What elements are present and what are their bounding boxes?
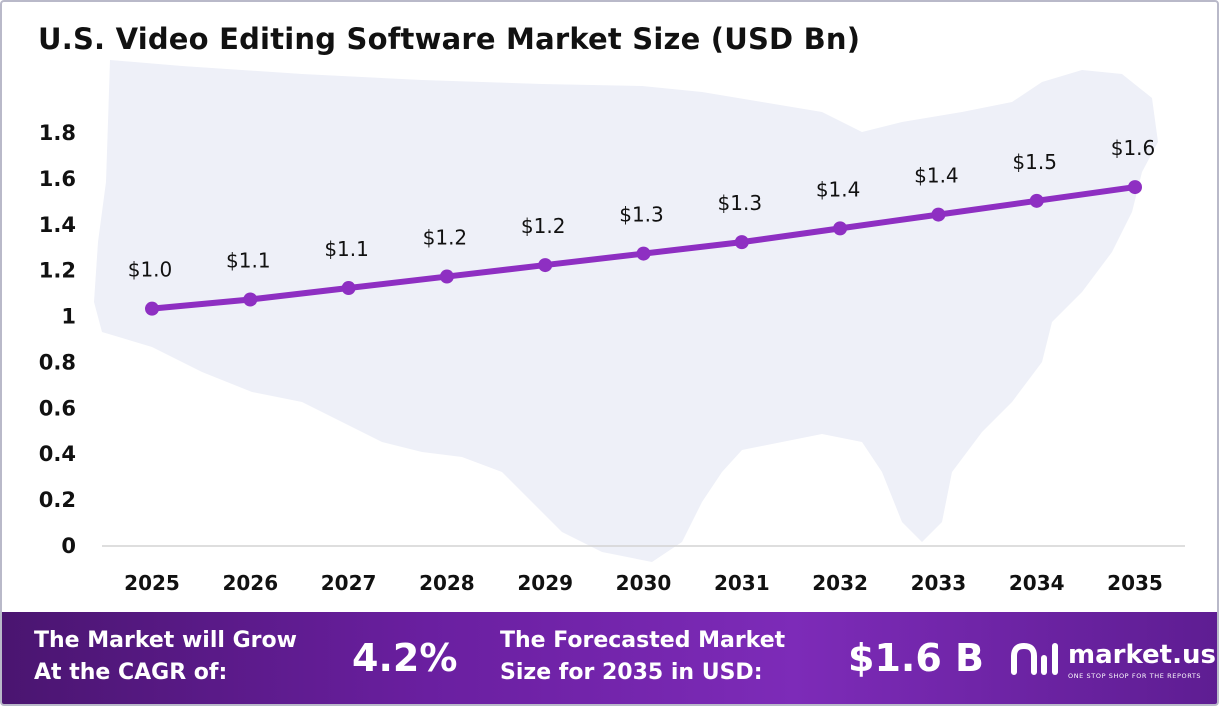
summary-footer: The Market will Grow At the CAGR of: 4.2… xyxy=(2,612,1217,704)
market-us-logo[interactable]: market.us ONE STOP SHOP FOR THE REPORTS xyxy=(1008,636,1216,686)
logo-name: market.us xyxy=(1068,640,1216,670)
data-points xyxy=(145,180,1142,316)
data-point xyxy=(833,221,848,236)
data-label: $1.3 xyxy=(718,191,763,215)
data-point xyxy=(243,292,258,307)
x-tick-label: 2030 xyxy=(616,571,672,595)
forecast-label-line2: Size for 2035 in USD: xyxy=(500,660,763,685)
data-label: $1.1 xyxy=(324,237,369,261)
data-label: $1.3 xyxy=(619,203,664,227)
data-point xyxy=(1029,193,1044,208)
y-tick-label: 1.6 xyxy=(39,167,76,191)
cagr-label-line1: The Market will Grow xyxy=(34,628,297,653)
y-tick-label: 1.2 xyxy=(39,259,76,283)
x-tick-label: 2035 xyxy=(1107,571,1163,595)
data-label: $1.6 xyxy=(1111,136,1156,160)
data-label: $1.5 xyxy=(1012,150,1057,174)
y-tick-label: 0.4 xyxy=(39,442,76,466)
forecast-value: $1.6 B xyxy=(848,636,984,680)
data-point xyxy=(734,235,749,250)
cagr-value: 4.2% xyxy=(352,636,458,680)
y-tick-label: 0.6 xyxy=(39,396,76,420)
x-tick-label: 2031 xyxy=(714,571,770,595)
chart-title: U.S. Video Editing Software Market Size … xyxy=(38,22,861,56)
forecast-label-line1: The Forecasted Market xyxy=(500,628,786,653)
x-tick-label: 2026 xyxy=(222,571,278,595)
data-label: $1.2 xyxy=(423,226,468,250)
data-point xyxy=(439,269,454,284)
x-axis: 2025 2026 2027 2028 2029 2030 2031 2032 2033 2034… xyxy=(124,571,1163,595)
x-tick-label: 2028 xyxy=(419,571,475,595)
data-label: $1.4 xyxy=(914,164,959,188)
x-tick-label: 2027 xyxy=(321,571,377,595)
us-map-background xyxy=(94,60,1158,562)
y-tick-label: 1.8 xyxy=(39,121,76,145)
y-axis: 0 0.2 0.4 0.6 0.8 1 1.2 1.4 1.6 1.8 xyxy=(39,121,76,558)
data-point xyxy=(341,281,356,296)
data-label: $1.0 xyxy=(128,258,173,282)
market-us-logo-icon xyxy=(1011,642,1058,675)
x-tick-label: 2029 xyxy=(517,571,573,595)
data-label: $1.2 xyxy=(521,214,566,238)
data-point xyxy=(931,207,946,222)
y-tick-label: 0 xyxy=(61,534,76,558)
cagr-label-line2: At the CAGR of: xyxy=(34,660,228,685)
x-tick-label: 2033 xyxy=(911,571,967,595)
y-tick-label: 0.2 xyxy=(39,488,76,512)
x-tick-label: 2032 xyxy=(812,571,868,595)
data-label: $1.4 xyxy=(816,177,861,201)
logo-tagline: ONE STOP SHOP FOR THE REPORTS xyxy=(1068,672,1202,680)
data-label: $1.1 xyxy=(226,248,271,272)
y-tick-label: 0.8 xyxy=(39,350,76,374)
x-tick-label: 2025 xyxy=(124,571,180,595)
y-tick-label: 1.4 xyxy=(39,213,76,237)
data-labels: $1.0 $1.1 $1.1 $1.2 $1.2 $1.3 $1.3 $1.4 $1.4 $1.5… xyxy=(128,136,1156,282)
y-tick-label: 1 xyxy=(61,305,76,329)
x-tick-label: 2034 xyxy=(1009,571,1065,595)
data-point xyxy=(145,301,159,316)
data-point xyxy=(538,258,553,273)
data-point xyxy=(636,246,651,261)
data-point xyxy=(1128,180,1142,195)
chart-plot: 00.20.40.60.811.21.41.61.8 2025 2026 2027 2… xyxy=(39,60,1185,595)
